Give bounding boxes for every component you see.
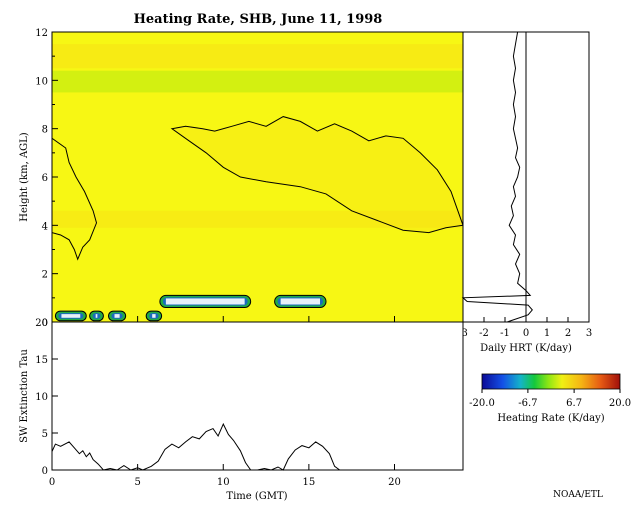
colorbar-tick-label: 20.0 [609,398,631,409]
low-cloud-center-2 [114,314,120,318]
tau-x-tick-label: 15 [303,477,316,488]
heatmap-y-tick-label: 6 [42,173,48,184]
profile-x-tick-label: -2 [479,328,489,339]
heatmap-y-tick-label: 12 [35,28,48,39]
heatmap-y-ticks: 0 2 4 6 8 10 12 [35,28,395,329]
tau-y-tick-label: 5 [42,429,48,440]
tau-y-tick-label: 15 [35,355,48,366]
colorbar-ticks: -20.0 -6.7 6.7 20.0 [469,389,631,409]
tau-y-tick-label: 10 [35,392,48,403]
upper-cloud-region [171,116,463,233]
heatmap-band-orange [52,44,463,69]
profile-x-tick-label: 0 [523,328,529,339]
low-cloud-center-1 [95,314,98,318]
low-cloud-center-3 [152,314,156,318]
tau-x-label: Time (GMT) [226,491,287,502]
tau-y-label: SW Extinction Tau [19,349,30,443]
low-cloud-contours [54,294,327,322]
colorbar-tick-label: -6.7 [518,398,537,409]
colorbar-tick-label: 6.7 [566,398,582,409]
tau-x-tick-label: 5 [134,477,140,488]
tau-y-ticks: 0 5 10 15 20 [35,318,58,477]
heatmap-y-label: Height (km, AGL) [19,132,30,222]
colorbar-label: Heating Rate (K/day) [497,413,604,424]
profile-x-label: Daily HRT (K/day) [480,343,572,354]
heatmap-y-tick-label: 4 [42,221,48,232]
tau-x-ticks: 0 5 10 15 20 [49,464,401,488]
tau-y-tick-label: 20 [35,318,48,329]
heatmap-y-tick-label: 2 [42,270,48,281]
profile-x-tick-label: 2 [565,328,571,339]
heatmap-band-light [52,70,463,93]
colorbar-tick-label: -20.0 [469,398,495,409]
chart-title: Heating Rate, SHB, June 11, 1998 [134,12,383,27]
tau-frame [51,321,464,471]
profile-x-tick-label: -1 [500,328,510,339]
tau-x-tick-label: 0 [49,477,55,488]
heatmap-y-tick-label: 8 [42,125,48,136]
heatmap-y-tick-label: 0 [42,318,48,329]
heatmap-band-orange-lower [52,210,463,228]
heatmap-area [52,32,463,322]
upper-cloud-contour [170,116,463,234]
low-cloud-center-0 [61,314,81,318]
tau-x-tick-label: 20 [388,477,401,488]
low-cloud-center-4 [165,298,245,305]
tau-x-tick-label: 10 [217,477,230,488]
profile-x-tick-label: 3 [586,328,592,339]
profile-line [461,31,533,323]
heatmap-y-tick-label: 10 [35,76,48,87]
tau-y-tick-label: 0 [42,466,48,477]
colorbar [481,373,621,390]
footer-credit: NOAA/ETL [553,490,603,500]
left-cloud-contour [52,137,98,261]
low-cloud-center-5 [280,298,320,305]
tau-series-line [51,422,463,471]
profile-x-tick-label: 1 [544,328,550,339]
